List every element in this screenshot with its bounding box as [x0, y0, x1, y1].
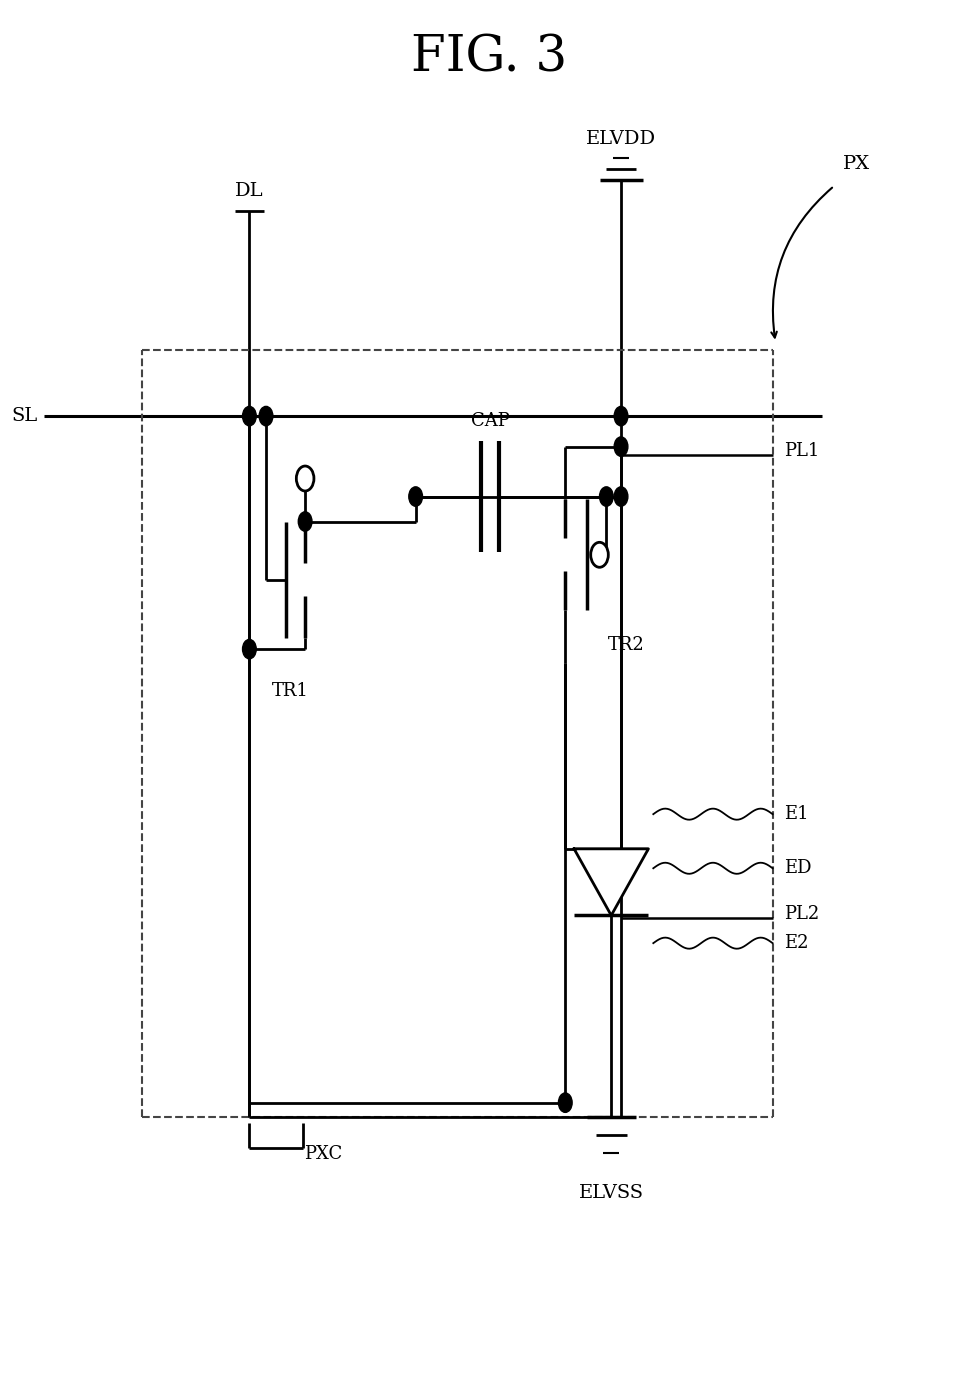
Circle shape	[558, 1093, 572, 1112]
Circle shape	[614, 437, 627, 456]
Text: ELVDD: ELVDD	[585, 130, 656, 147]
Circle shape	[614, 487, 627, 506]
Text: PL2: PL2	[784, 906, 819, 922]
Text: PX: PX	[842, 155, 870, 172]
Text: ELVSS: ELVSS	[578, 1184, 643, 1201]
Polygon shape	[573, 849, 648, 915]
FancyArrowPatch shape	[771, 187, 831, 337]
Circle shape	[242, 639, 256, 659]
Circle shape	[408, 487, 422, 506]
Text: PXC: PXC	[303, 1146, 342, 1162]
Text: CAP: CAP	[470, 412, 509, 430]
Circle shape	[259, 406, 273, 426]
Text: FIG. 3: FIG. 3	[410, 33, 567, 83]
Text: TR1: TR1	[272, 682, 309, 699]
Circle shape	[298, 512, 312, 531]
Circle shape	[614, 406, 627, 426]
Text: PL1: PL1	[784, 442, 819, 459]
Text: TR2: TR2	[608, 637, 645, 653]
Text: SL: SL	[11, 408, 37, 424]
Text: E1: E1	[784, 806, 808, 822]
Text: E2: E2	[784, 935, 808, 951]
Circle shape	[590, 542, 608, 567]
Circle shape	[296, 466, 314, 491]
Circle shape	[599, 487, 613, 506]
Text: ED: ED	[784, 860, 811, 877]
Circle shape	[242, 406, 256, 426]
Text: DL: DL	[234, 183, 264, 200]
